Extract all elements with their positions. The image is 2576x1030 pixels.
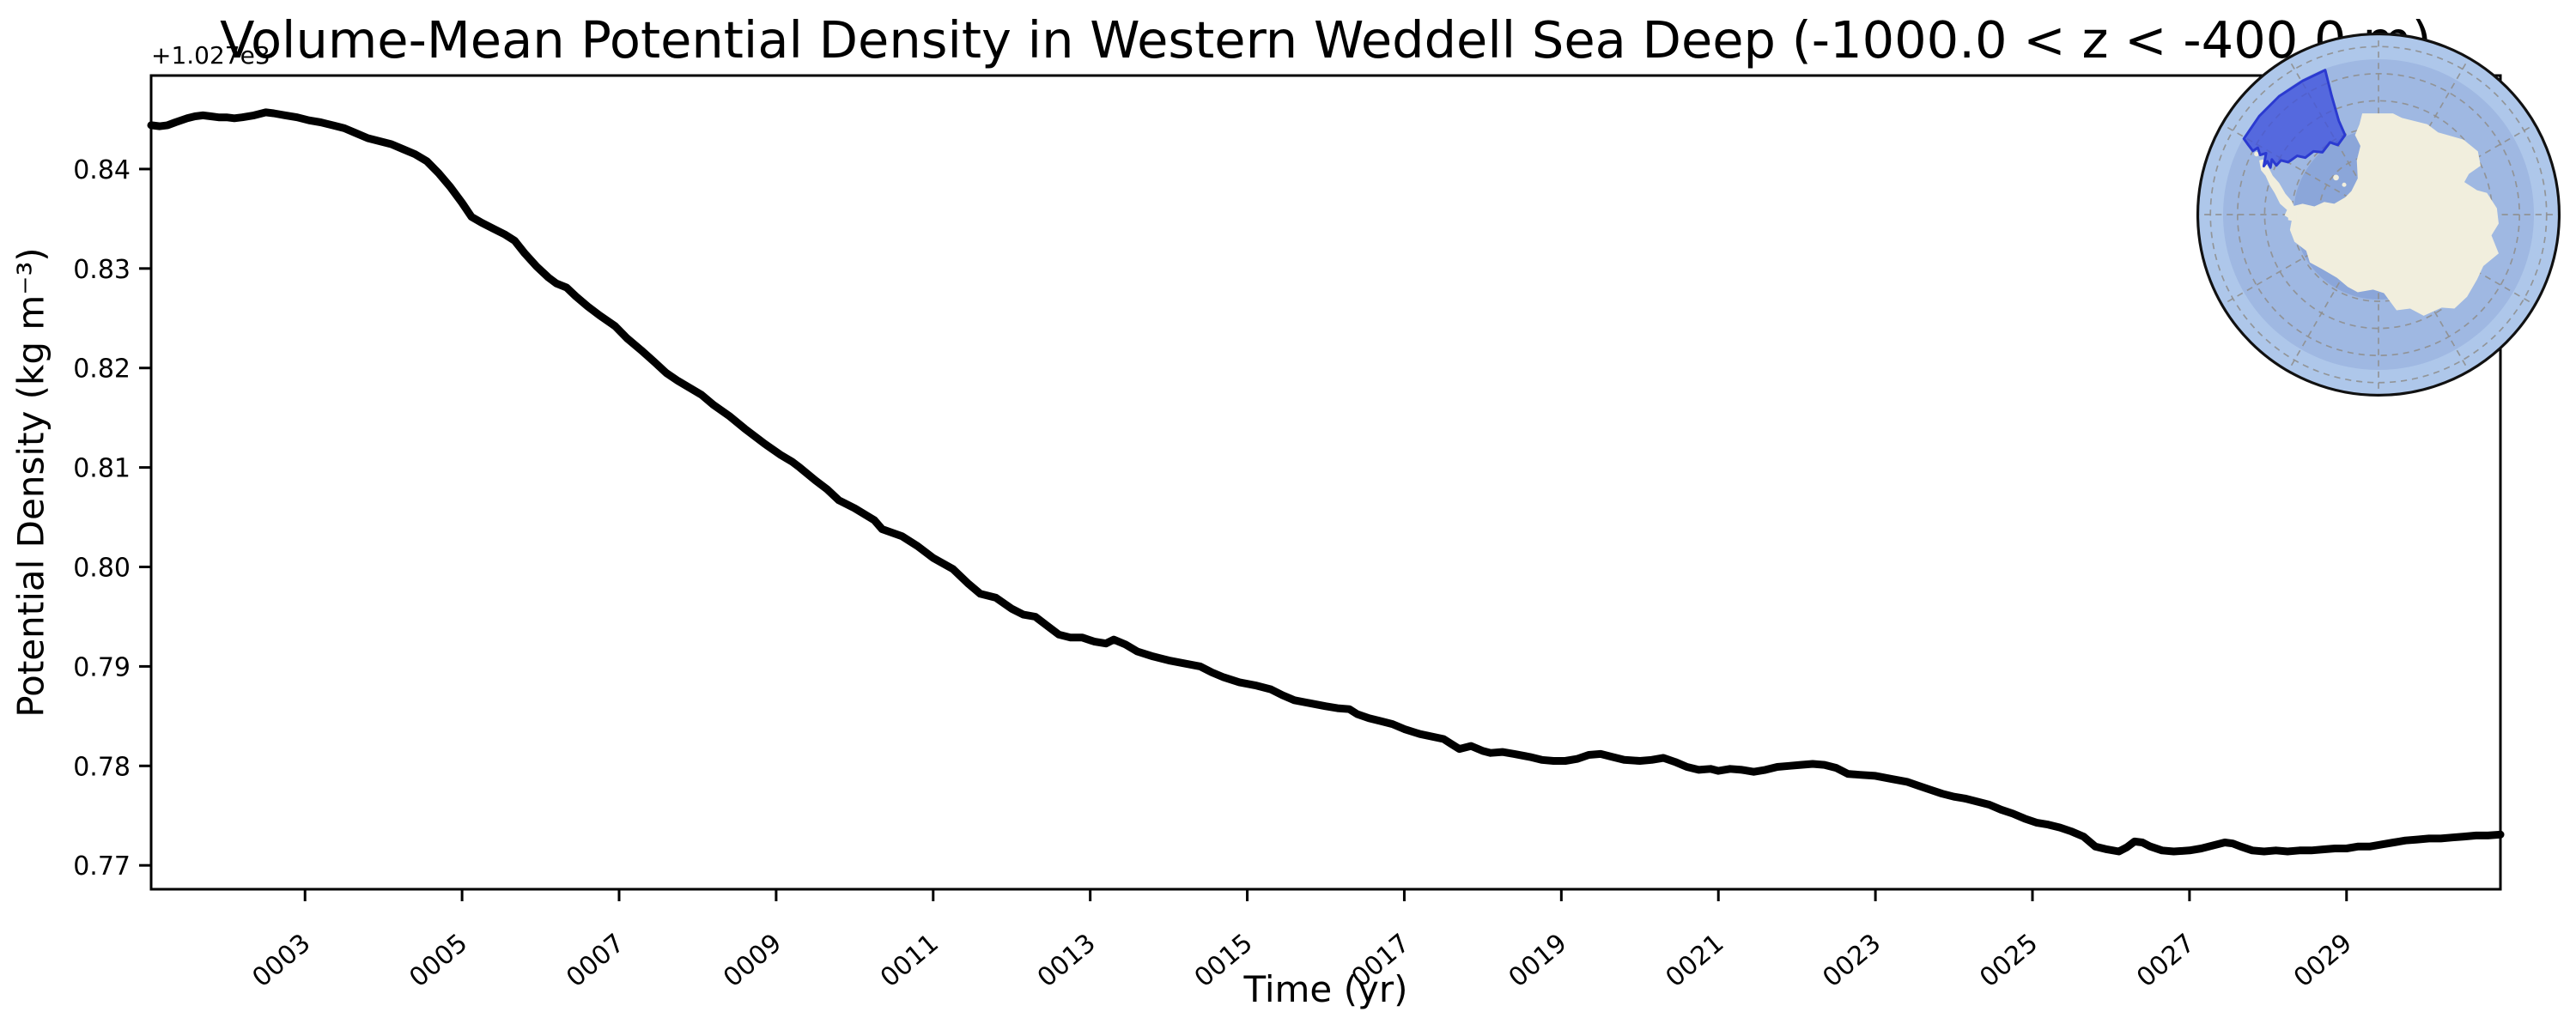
graticule-circle [2236, 72, 2521, 357]
x-tick-label: 0009 [718, 928, 787, 993]
antarctica-mainland [2284, 113, 2499, 316]
y-tick-label: 0.79 [73, 652, 131, 682]
map-land-antarctica [2254, 113, 2499, 316]
inset-map [2196, 32, 2561, 397]
island [2333, 174, 2339, 181]
y-tick-label: 0.78 [73, 752, 131, 782]
graticule-meridian [2221, 214, 2379, 306]
y-tick-label: 0.84 [73, 155, 131, 185]
axes-border [149, 74, 2502, 891]
x-tick-label: 0003 [246, 928, 316, 993]
graticule-circle [2209, 45, 2548, 384]
y-tick-label: 0.80 [73, 554, 131, 584]
antarctic-peninsula [2259, 159, 2297, 222]
potential-density-line [147, 108, 2505, 856]
y-axis-offset-label: +1.027e3 [151, 41, 270, 70]
x-tick-label: 0011 [875, 928, 945, 993]
western-weddell-region-highlight [2242, 69, 2347, 169]
map-border [2196, 32, 2561, 397]
x-tick-label: 0027 [2131, 928, 2201, 993]
x-tick-label: 0025 [1974, 928, 2044, 993]
chart-title: Volume-Mean Potential Density in Western… [220, 10, 2432, 70]
x-tick-label: 0021 [1660, 928, 1729, 993]
island [2342, 182, 2347, 187]
x-tick-label: 0015 [1189, 928, 1259, 993]
x-tick-label: 0029 [2288, 928, 2358, 993]
axis-tick-labels: 0003 0005 0007 0009 0011 0013 0015 0017 0019 0021… [73, 155, 2358, 993]
y-tick-label: 0.82 [73, 354, 131, 385]
island [2254, 151, 2259, 157]
graticule-meridian [2287, 214, 2379, 372]
y-tick-label: 0.83 [73, 255, 131, 285]
x-tick-label: 0023 [1817, 928, 1886, 993]
axis-ticks [139, 167, 2348, 901]
x-tick-label: 0013 [1032, 928, 1102, 993]
x-tick-label: 0007 [561, 928, 630, 993]
y-tick-label: 0.77 [73, 851, 131, 882]
x-tick-label: 0017 [1346, 928, 1416, 993]
x-tick-label: 0005 [404, 928, 473, 993]
x-tick-label: 0019 [1503, 928, 1572, 993]
y-tick-label: 0.81 [73, 454, 131, 484]
x-axis-label: Time (yr) [1243, 968, 1408, 1010]
